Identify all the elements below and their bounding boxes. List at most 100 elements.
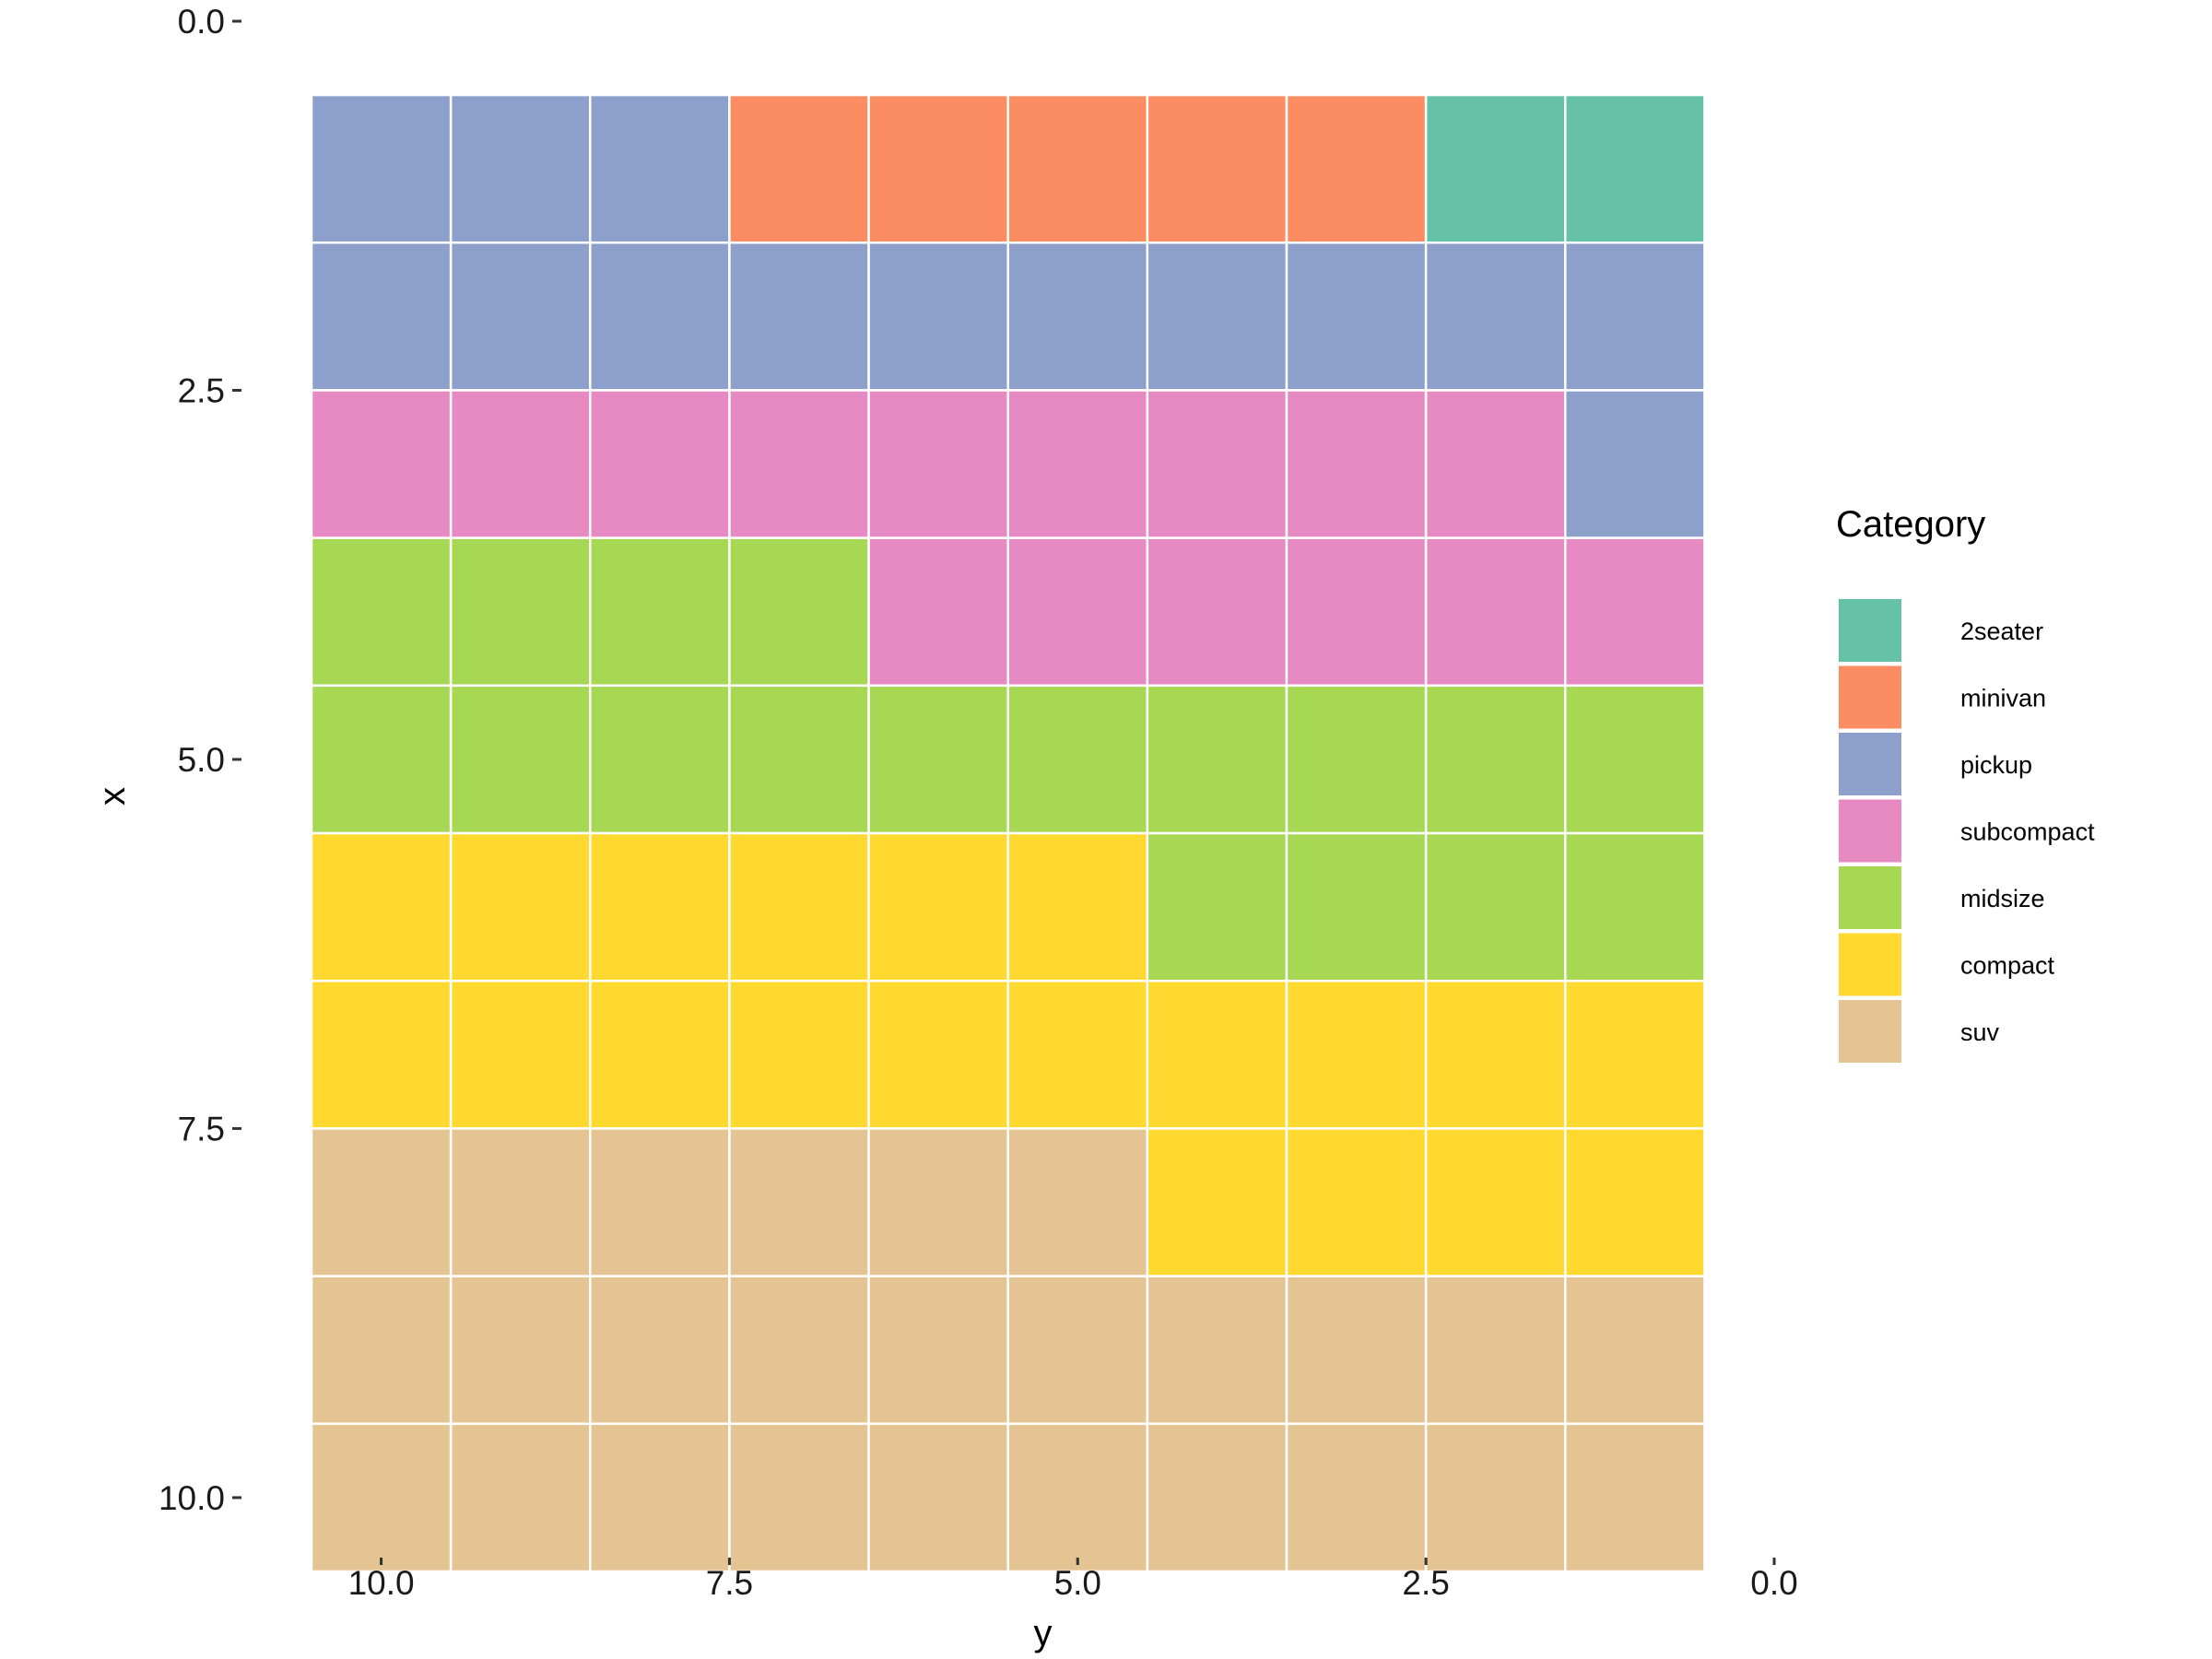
tile-suv: [728, 1127, 870, 1277]
tile-subcompact: [1006, 536, 1149, 688]
legend-title: Category: [1836, 504, 1985, 545]
legend-key-2seater: [1839, 599, 1901, 662]
tile-subcompact: [1285, 389, 1428, 539]
tile-minivan: [1146, 93, 1288, 244]
tile-subcompact: [1285, 536, 1428, 688]
tile-suv: [1424, 1275, 1567, 1426]
tile-suv: [1146, 1422, 1288, 1573]
tile-subcompact: [1146, 389, 1288, 539]
tile-subcompact: [1424, 389, 1567, 539]
legend-label-subcompact: subcompact: [1960, 818, 2095, 846]
x-tick-label: 2.5: [1402, 1564, 1449, 1602]
legend-key-suv: [1839, 1000, 1901, 1063]
tile-suv: [310, 1422, 453, 1573]
tile-suv: [1285, 1422, 1428, 1573]
tile-midsize: [1146, 684, 1288, 835]
tile-subcompact: [1424, 536, 1567, 688]
tile-compact: [1006, 979, 1149, 1130]
tile-midsize: [1285, 684, 1428, 835]
tile-compact: [1006, 831, 1149, 982]
tile-midsize: [589, 684, 731, 835]
tile-pickup: [1564, 389, 1706, 539]
tile-pickup: [1146, 241, 1288, 392]
tile-suv: [449, 1422, 592, 1573]
tile-pickup: [310, 93, 453, 244]
tile-pickup: [1564, 241, 1706, 392]
tile-compact: [449, 979, 592, 1130]
tile-midsize: [449, 536, 592, 688]
tile-minivan: [867, 93, 1009, 244]
tile-compact: [1424, 1127, 1567, 1277]
tile-subcompact: [1146, 536, 1288, 688]
tile-pickup: [589, 93, 731, 244]
tile-compact: [589, 831, 731, 982]
tile-suv: [867, 1127, 1009, 1277]
tile-compact: [728, 831, 870, 982]
tile-suv: [1146, 1275, 1288, 1426]
y-tick-label: 5.0: [178, 741, 225, 779]
tile-pickup: [310, 241, 453, 392]
tile-suv: [1006, 1275, 1149, 1426]
tile-minivan: [728, 93, 870, 244]
tile-subcompact: [310, 389, 453, 539]
tile-midsize: [1285, 831, 1428, 982]
tile-compact: [1564, 1127, 1706, 1277]
legend-label-compact: compact: [1960, 952, 2055, 980]
x-tick-label: 5.0: [1054, 1564, 1101, 1602]
tile-subcompact: [867, 536, 1009, 688]
tile-suv: [728, 1275, 870, 1426]
tile-pickup: [449, 93, 592, 244]
tile-grid: [310, 93, 1706, 1573]
x-tick-label: 10.0: [348, 1564, 415, 1602]
tile-compact: [1564, 979, 1706, 1130]
tile-subcompact: [1006, 389, 1149, 539]
tile-compact: [1146, 979, 1288, 1130]
tile-suv: [310, 1275, 453, 1426]
legend-key-pickup: [1839, 733, 1901, 795]
tile-pickup: [449, 241, 592, 392]
tile-compact: [310, 979, 453, 1130]
legend-label-minivan: minivan: [1960, 685, 2046, 712]
tile-suv: [589, 1127, 731, 1277]
tile-midsize: [728, 684, 870, 835]
tile-pickup: [1424, 241, 1567, 392]
tile-midsize: [1564, 831, 1706, 982]
tile-midsize: [1146, 831, 1288, 982]
tile-midsize: [1006, 684, 1149, 835]
legend: Category 2seater minivan pickup subcompact m…: [1836, 504, 2095, 1063]
tile-suv: [449, 1275, 592, 1426]
tile-compact: [1285, 979, 1428, 1130]
tile-suv: [867, 1275, 1009, 1426]
tile-2seater: [1424, 93, 1567, 244]
tile-midsize: [589, 536, 731, 688]
tile-compact: [310, 831, 453, 982]
tile-compact: [589, 979, 731, 1130]
tile-subcompact: [728, 389, 870, 539]
tile-compact: [449, 831, 592, 982]
tile-compact: [1424, 979, 1567, 1130]
tile-subcompact: [589, 389, 731, 539]
tile-compact: [1285, 1127, 1428, 1277]
legend-key-compact: [1839, 933, 1901, 996]
tile-compact: [728, 979, 870, 1130]
tile-suv: [1424, 1422, 1567, 1573]
tile-pickup: [589, 241, 731, 392]
legend-key-subcompact: [1839, 799, 1901, 863]
tile-midsize: [1424, 684, 1567, 835]
tile-midsize: [449, 684, 592, 835]
tile-subcompact: [449, 389, 592, 539]
tile-minivan: [1285, 93, 1428, 244]
legend-key-midsize: [1839, 866, 1901, 929]
legend-label-pickup: pickup: [1960, 751, 2032, 779]
tile-suv: [310, 1127, 453, 1277]
tile-pickup: [728, 241, 870, 392]
x-tick-label: 7.5: [706, 1564, 753, 1602]
tile-midsize: [1424, 831, 1567, 982]
tile-suv: [1006, 1127, 1149, 1277]
tile-compact: [867, 979, 1009, 1130]
tile-midsize: [867, 684, 1009, 835]
tile-suv: [589, 1422, 731, 1573]
tile-suv: [449, 1127, 592, 1277]
x-tick-label: 0.0: [1750, 1564, 1797, 1602]
